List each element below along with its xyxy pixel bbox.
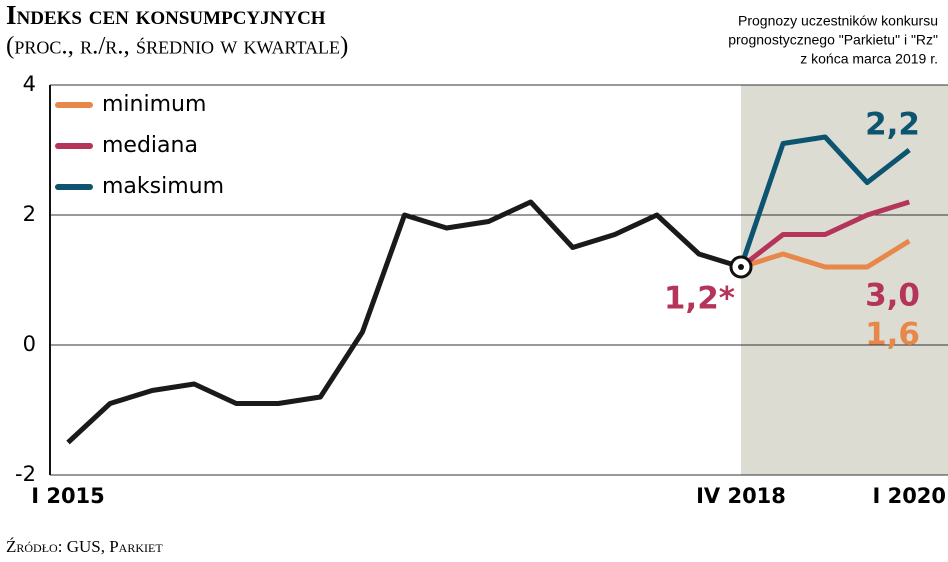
note-line: prognostycznego "Parkietu" i "Rz"	[728, 32, 938, 48]
source: Źródło: GUS, Parkiet	[6, 537, 163, 556]
chart-title: Indeks cen konsumpcyjnych	[6, 0, 326, 30]
legend-label: minimum	[102, 92, 206, 117]
annotation: 3,0	[865, 278, 920, 314]
history-line	[66, 199, 742, 445]
annotation: 1,6	[865, 317, 920, 353]
y-tick-label: 2	[23, 202, 36, 226]
forecast-line	[738, 134, 911, 268]
note-line: z końca marca 2019 r.	[800, 51, 938, 67]
y-tick-label: 4	[23, 72, 36, 96]
chart-subtitle: (proc., r./r., średnio w kwartale)	[6, 33, 348, 60]
legend-label: mediana	[102, 133, 198, 158]
annotation: 2,2	[865, 107, 920, 143]
y-tick-label: 0	[23, 332, 36, 356]
y-tick-label: -2	[15, 462, 36, 486]
x-tick-label: I 2020	[872, 484, 946, 508]
forecast-line	[740, 238, 911, 270]
note-line: Prognozy uczestników konkursu	[738, 13, 938, 29]
annotation: 1,2*	[664, 281, 735, 317]
x-tick-label: IV 2018	[696, 484, 786, 508]
forecast-shade	[741, 85, 948, 475]
x-tick-label: I 2015	[31, 484, 105, 508]
legend-label: maksimum	[102, 174, 224, 199]
last-point-dot	[738, 264, 744, 270]
forecast-line	[739, 199, 910, 269]
